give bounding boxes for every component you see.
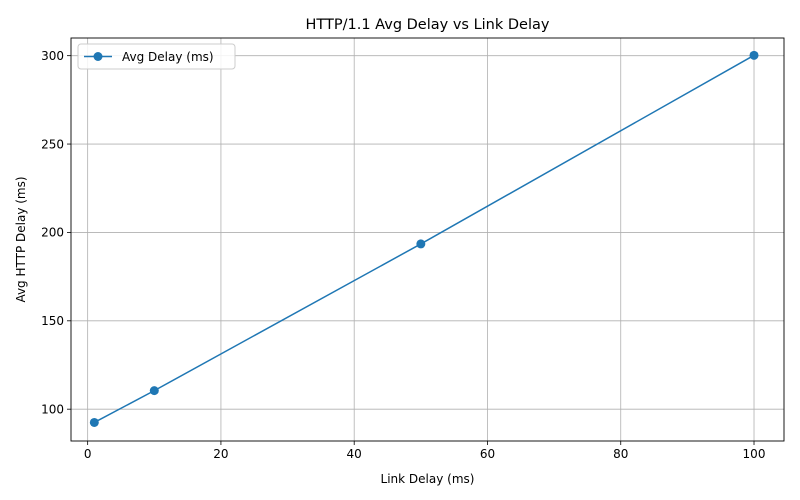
data-point xyxy=(749,50,759,60)
y-axis-ticks: 100 150 200 250 300 xyxy=(41,49,71,416)
y-axis-label: Avg HTTP Delay (ms) xyxy=(14,176,28,302)
x-axis-ticks: 0 20 40 60 80 100 xyxy=(84,441,766,461)
data-point xyxy=(416,239,426,249)
x-tick-label: 60 xyxy=(480,447,495,461)
y-tick-label: 250 xyxy=(41,137,64,151)
plot-area-frame xyxy=(70,37,785,442)
series-line xyxy=(93,54,755,424)
x-tick-label: 20 xyxy=(213,447,228,461)
legend-box xyxy=(77,43,236,70)
y-tick-label: 200 xyxy=(41,226,64,240)
y-tick-label: 100 xyxy=(41,402,64,416)
legend: Avg Delay (ms) xyxy=(77,43,236,70)
x-axis-label: Link Delay (ms) xyxy=(381,472,475,486)
legend-marker-swatch xyxy=(93,52,103,61)
x-tick-label: 40 xyxy=(347,447,362,461)
y-tick-label: 150 xyxy=(41,314,64,328)
x-tick-label: 100 xyxy=(743,447,766,461)
x-tick-label: 80 xyxy=(613,447,628,461)
series-layer xyxy=(89,50,759,427)
legend-label: Avg Delay (ms) xyxy=(122,50,214,64)
data-point xyxy=(89,417,99,427)
chart-title: HTTP/1.1 Avg Delay vs Link Delay xyxy=(306,17,550,33)
y-tick-label: 300 xyxy=(41,49,64,63)
x-tick-label: 0 xyxy=(84,447,92,461)
grid-lines xyxy=(71,38,784,441)
data-point xyxy=(149,386,159,396)
